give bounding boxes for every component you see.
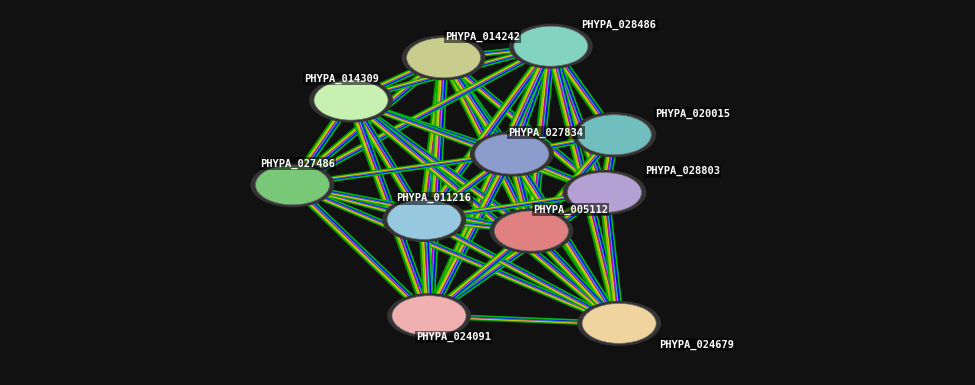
Ellipse shape [577,115,651,155]
Ellipse shape [582,303,656,343]
Ellipse shape [402,35,486,80]
Ellipse shape [514,26,588,66]
Ellipse shape [577,301,661,346]
Ellipse shape [509,24,593,69]
Ellipse shape [314,80,388,120]
Ellipse shape [387,199,461,239]
Text: PHYPA_014309: PHYPA_014309 [304,74,378,84]
Text: PHYPA_028803: PHYPA_028803 [645,166,720,176]
Ellipse shape [489,209,573,254]
Text: PHYPA_020015: PHYPA_020015 [655,109,729,119]
Ellipse shape [392,296,466,336]
Text: PHYPA_028486: PHYPA_028486 [582,20,656,30]
Ellipse shape [255,165,330,205]
Text: PHYPA_027834: PHYPA_027834 [509,128,583,138]
Ellipse shape [475,134,549,174]
Text: PHYPA_014242: PHYPA_014242 [446,32,520,42]
Text: PHYPA_005112: PHYPA_005112 [533,205,607,215]
Text: PHYPA_011216: PHYPA_011216 [397,193,471,203]
Ellipse shape [407,38,481,78]
Ellipse shape [563,170,646,215]
Ellipse shape [567,172,642,213]
Ellipse shape [382,197,466,242]
Ellipse shape [494,211,568,251]
Ellipse shape [251,162,334,208]
Ellipse shape [309,78,393,123]
Ellipse shape [387,293,471,338]
Ellipse shape [470,132,554,177]
Text: PHYPA_027486: PHYPA_027486 [260,159,334,169]
Ellipse shape [572,112,656,157]
Text: PHYPA_024679: PHYPA_024679 [660,340,734,350]
Text: PHYPA_024091: PHYPA_024091 [416,332,490,342]
